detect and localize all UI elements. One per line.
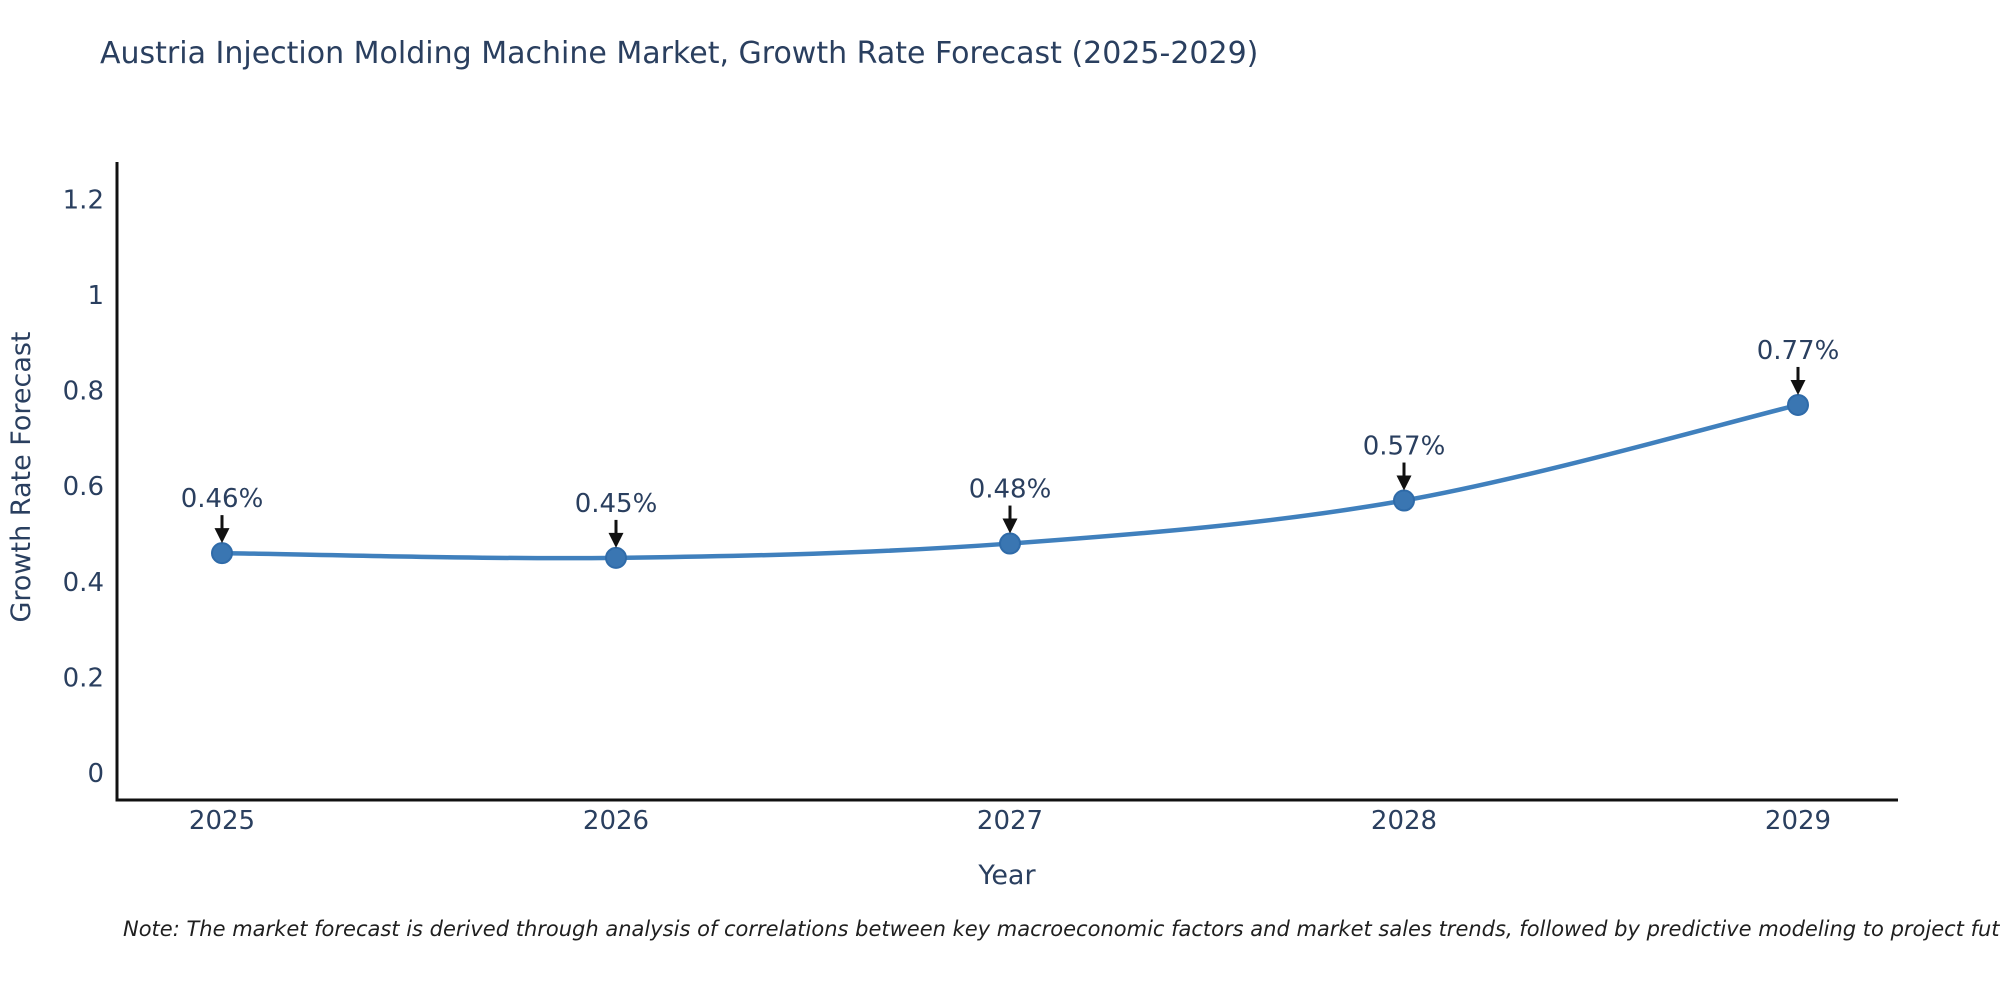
y-tick-label: 0.2	[63, 663, 104, 693]
x-tick-label: 2027	[977, 806, 1043, 836]
point-value-label: 0.57%	[1363, 432, 1446, 462]
data-point-marker	[1393, 489, 1415, 512]
x-tick-label: 2025	[189, 806, 255, 836]
point-value-label: 0.46%	[181, 484, 264, 514]
chart-title: Austria Injection Molding Machine Market…	[100, 36, 1259, 71]
data-point-marker	[999, 532, 1021, 555]
annotation-arrowhead-icon	[1790, 379, 1806, 395]
annotation-arrowhead-icon	[1002, 518, 1018, 534]
x-tick-label: 2028	[1371, 806, 1437, 836]
y-tick-label: 0	[87, 759, 104, 789]
y-tick-label: 1.2	[63, 185, 104, 215]
y-tick-label: 0.6	[63, 472, 104, 502]
data-point-marker	[1787, 393, 1809, 416]
y-tick-label: 0.4	[63, 568, 104, 598]
data-point-marker	[605, 546, 627, 569]
point-value-label: 0.77%	[1757, 336, 1840, 366]
y-tick-label: 0.8	[63, 377, 104, 407]
y-axis-title: Growth Rate Forecast	[6, 331, 37, 622]
x-tick-label: 2029	[1765, 806, 1831, 836]
footnote: Note: The market forecast is derived thr…	[123, 917, 2000, 941]
point-value-label: 0.45%	[575, 489, 658, 519]
annotation-arrowhead-icon	[1396, 475, 1412, 491]
y-tick-label: 1	[87, 281, 104, 311]
x-axis-title: Year	[977, 860, 1036, 891]
point-value-label: 0.48%	[969, 475, 1052, 505]
annotation-arrowhead-icon	[214, 528, 230, 544]
data-point-marker	[211, 542, 233, 565]
annotation-arrowhead-icon	[608, 532, 624, 548]
x-tick-label: 2026	[583, 806, 649, 836]
